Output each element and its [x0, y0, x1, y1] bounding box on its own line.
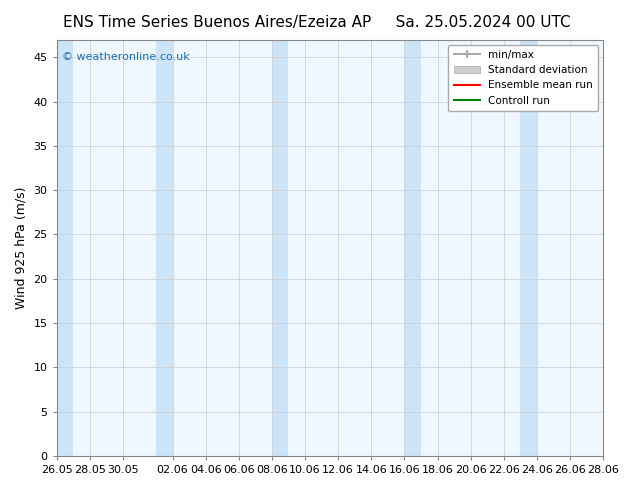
Y-axis label: Wind 925 hPa (m/s): Wind 925 hPa (m/s)	[15, 187, 28, 309]
Legend: min/max, Standard deviation, Ensemble mean run, Controll run: min/max, Standard deviation, Ensemble me…	[448, 45, 598, 111]
Bar	[404, 40, 421, 456]
Text: ENS Time Series Buenos Aires/Ezeiza AP     Sa. 25.05.2024 00 UTC: ENS Time Series Buenos Aires/Ezeiza AP S…	[63, 15, 571, 30]
Bar	[56, 40, 74, 456]
Bar	[521, 40, 537, 456]
Bar	[272, 40, 288, 456]
Bar	[156, 40, 172, 456]
Text: © weatheronline.co.uk: © weatheronline.co.uk	[62, 52, 190, 62]
